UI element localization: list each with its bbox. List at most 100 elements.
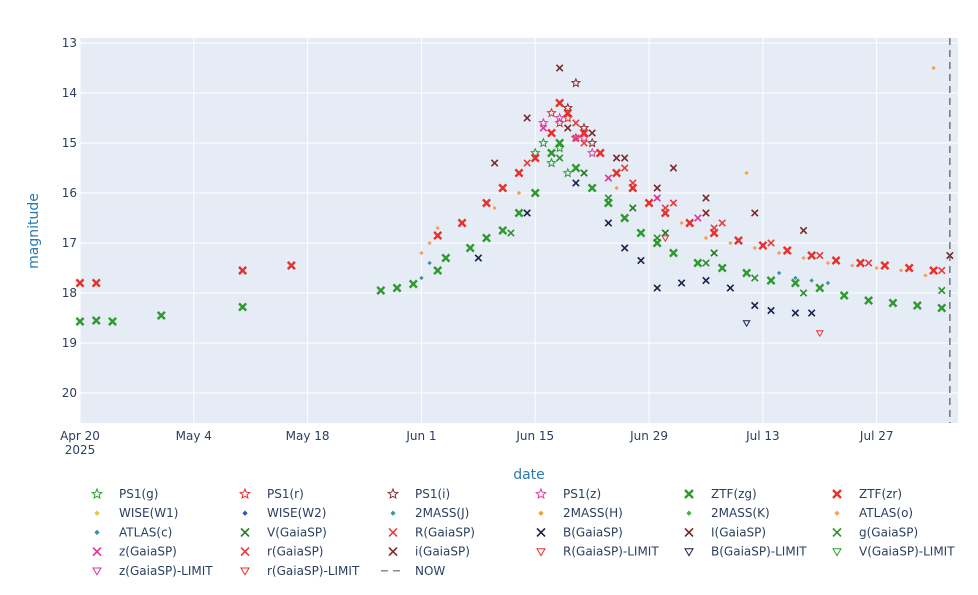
legend-symbol <box>92 547 102 557</box>
data-point <box>91 278 101 288</box>
legend-item: PS1(i) <box>386 487 450 501</box>
legend-item: r(GaiaSP) <box>240 545 324 559</box>
data-point <box>490 159 499 167</box>
data-point <box>588 129 596 137</box>
data-point <box>554 112 565 123</box>
data-point <box>653 184 661 192</box>
data-point <box>523 114 531 122</box>
data-point <box>864 296 874 305</box>
legend-label: r(GaiaSP)-LIMIT <box>267 564 360 578</box>
legend-label: 2MASS(J) <box>415 506 469 520</box>
x-axis-title: date <box>513 467 545 483</box>
data-point <box>572 134 580 142</box>
legend-label: R(GaiaSP)-LIMIT <box>563 545 659 559</box>
data-point <box>629 179 637 187</box>
data-point <box>546 107 557 118</box>
data-point <box>904 263 914 273</box>
y-tick-label: 20 <box>62 386 77 400</box>
x-tick-label: May 18 <box>286 429 330 443</box>
legend-symbol <box>536 548 546 557</box>
data-point <box>579 128 589 138</box>
x-tick-label: Jun 29 <box>629 429 668 443</box>
data-point <box>669 248 678 258</box>
legend-label: I(GaiaSP) <box>711 525 766 539</box>
data-point <box>752 245 758 251</box>
series-b-gaiasp-limit <box>742 320 751 328</box>
data-point <box>825 280 831 286</box>
legend-label: NOW <box>415 564 445 578</box>
data-point <box>571 163 581 173</box>
legend-label: WISE(W2) <box>267 506 326 520</box>
legend-label: ZTF(zr) <box>859 487 902 501</box>
data-point <box>807 251 817 260</box>
legend-item: z(GaiaSP) <box>92 545 177 559</box>
legend-symbol <box>686 510 692 516</box>
data-point <box>433 231 443 240</box>
data-point <box>441 253 451 263</box>
data-point <box>612 154 621 162</box>
data-point <box>238 266 248 275</box>
data-point <box>839 291 849 300</box>
data-point <box>580 139 588 147</box>
legend-symbol <box>536 527 546 537</box>
plot-background <box>80 38 958 423</box>
legend-item: PS1(r) <box>238 487 304 501</box>
data-point <box>546 157 557 168</box>
legend-item: R(GaiaSP) <box>388 525 475 539</box>
legend-label: R(GaiaSP) <box>415 525 475 539</box>
data-point <box>620 244 629 252</box>
legend-symbol <box>240 547 250 557</box>
data-point <box>636 228 646 238</box>
data-point <box>703 235 709 241</box>
legend-symbol <box>832 548 842 557</box>
data-point <box>744 170 749 176</box>
legend-item: 2MASS(J) <box>390 506 469 520</box>
series-v-gaiasp- <box>580 169 718 257</box>
series-r-gaiasp- <box>580 139 718 232</box>
legend-item: 2MASS(H) <box>538 506 623 520</box>
legend-item: B(GaiaSP) <box>536 525 623 539</box>
legend-item: PS1(z) <box>534 487 601 501</box>
data-point <box>679 220 684 226</box>
legend-symbol <box>242 510 248 516</box>
data-point <box>578 122 590 133</box>
data-point <box>572 179 580 187</box>
y-tick-label: 18 <box>62 286 77 300</box>
data-point <box>419 275 424 281</box>
data-point <box>498 183 508 193</box>
legend-symbol <box>238 487 252 500</box>
data-point <box>702 259 710 267</box>
data-point <box>514 168 524 178</box>
y-tick-label: 13 <box>62 36 77 50</box>
data-point <box>530 153 540 163</box>
legend-label: 2MASS(H) <box>563 506 623 520</box>
legend-symbol <box>538 510 544 516</box>
data-point <box>482 233 491 243</box>
series-z-gaiasp- <box>539 124 702 222</box>
legend-label: r(GaiaSP) <box>267 545 324 559</box>
data-point <box>156 311 166 320</box>
data-point <box>864 259 873 267</box>
data-point <box>653 284 661 292</box>
legend-item: PS1(g) <box>90 487 158 501</box>
data-point <box>419 250 424 256</box>
legend-symbol <box>832 527 842 537</box>
legend-label: B(GaiaSP)-LIMIT <box>711 545 807 559</box>
data-point <box>562 102 574 113</box>
data-point <box>728 240 733 246</box>
data-point <box>767 306 775 315</box>
series-atlas-c- <box>419 260 831 286</box>
legend-item: 2MASS(K) <box>686 506 770 520</box>
data-point <box>586 147 598 158</box>
data-point <box>669 164 678 172</box>
legend-label: PS1(i) <box>415 487 450 501</box>
data-point <box>825 260 831 266</box>
legend-symbol <box>240 527 250 537</box>
legend-label: V(GaiaSP) <box>267 525 327 539</box>
data-point <box>807 309 816 317</box>
data-point <box>523 159 531 167</box>
legend-label: g(GaiaSP) <box>859 525 918 539</box>
legend: PS1(g) PS1(r) PS1(i) PS1(z) ZTF(zg) ZTF(zr) WI… <box>90 487 955 578</box>
data-point <box>816 251 824 260</box>
data-point <box>286 261 296 270</box>
